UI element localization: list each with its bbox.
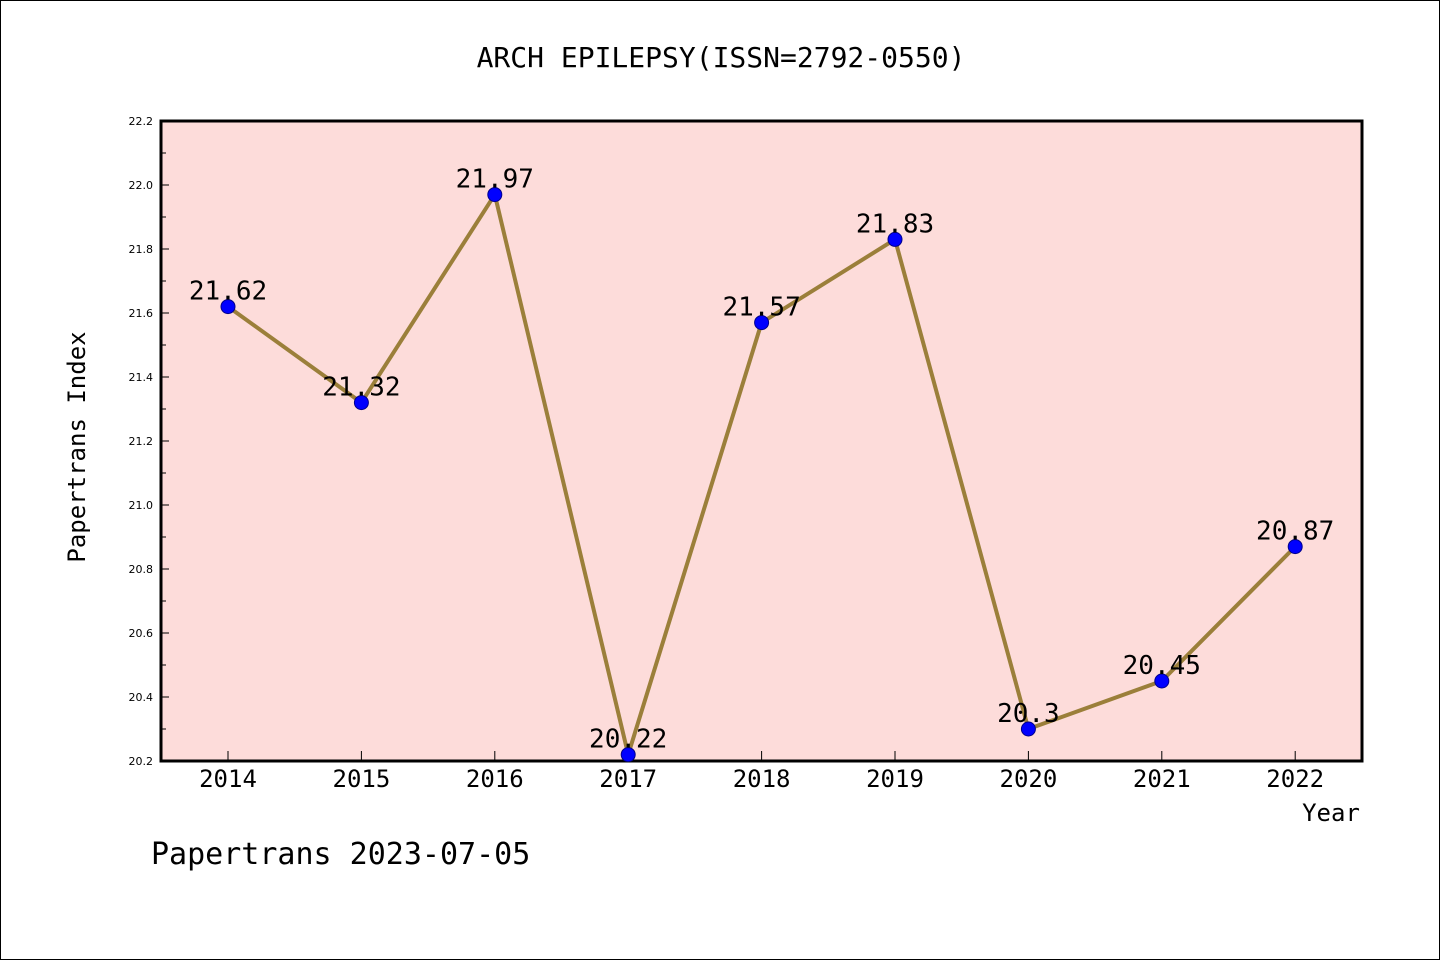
y-tick-label: 20.4: [129, 691, 154, 704]
data-label: 20.22: [589, 725, 667, 755]
y-tick-label: 20.8: [129, 563, 154, 576]
x-axis-label: Year: [1302, 799, 1360, 827]
x-tick-label: 2019: [866, 765, 924, 793]
data-point: [887, 231, 903, 247]
y-tick-label: 21.4: [129, 371, 154, 384]
chart-title: ARCH EPILEPSY(ISSN=2792-0550): [477, 41, 966, 74]
y-tick-label: 21.6: [129, 307, 154, 320]
x-tick-label: 2021: [1133, 765, 1191, 793]
data-point: [353, 395, 369, 411]
data-point: [754, 315, 770, 331]
x-tick-label: 2020: [1000, 765, 1058, 793]
y-axis-label: Papertrans Index: [63, 331, 91, 562]
y-tick-label: 21.2: [129, 435, 154, 448]
y-tick-label: 20.2: [129, 755, 154, 768]
x-tick-label: 2018: [733, 765, 791, 793]
x-tick-label: 2022: [1266, 765, 1324, 793]
data-point: [487, 187, 503, 203]
data-label: 21.57: [722, 293, 800, 323]
x-tick-label: 2015: [333, 765, 391, 793]
data-label: 21.83: [856, 209, 934, 239]
data-label-group: 21.62 21.32 21.97 20.22 21.57 21.83 20.3 20.45 2…: [189, 165, 1334, 755]
x-tick-label: 2014: [199, 765, 257, 793]
x-tick-label: 2017: [599, 765, 657, 793]
x-tick-label: 2016: [466, 765, 524, 793]
data-point-group: [220, 187, 1303, 763]
plot-area: [159, 119, 1364, 763]
data-label: 20.45: [1123, 651, 1201, 681]
y-tick-label: 22.2: [129, 115, 154, 128]
data-point: [620, 747, 636, 763]
x-axis: 2014 2015 2016 2017 2018 2019 2020 2021 2022: [199, 751, 1324, 793]
y-axis: 20.2 20.4 20.6 20.8 21.0 21.2 21.4 21.6 21.8 22.0…: [129, 115, 169, 768]
data-point: [1154, 673, 1170, 689]
y-tick-label: 20.6: [129, 627, 154, 640]
data-label: 20.87: [1256, 517, 1334, 547]
data-point: [1287, 539, 1303, 555]
data-label: 21.97: [456, 165, 534, 195]
data-label: 21.32: [322, 373, 400, 403]
y-tick-label: 21.8: [129, 243, 154, 256]
y-tick-label: 22.0: [129, 179, 154, 192]
data-label: 21.62: [189, 277, 267, 307]
footer-text: Papertrans 2023-07-05: [151, 837, 530, 872]
data-label: 20.3: [997, 699, 1060, 729]
data-point: [1020, 721, 1036, 737]
data-point: [220, 299, 236, 315]
y-tick-label: 21.0: [129, 499, 154, 512]
